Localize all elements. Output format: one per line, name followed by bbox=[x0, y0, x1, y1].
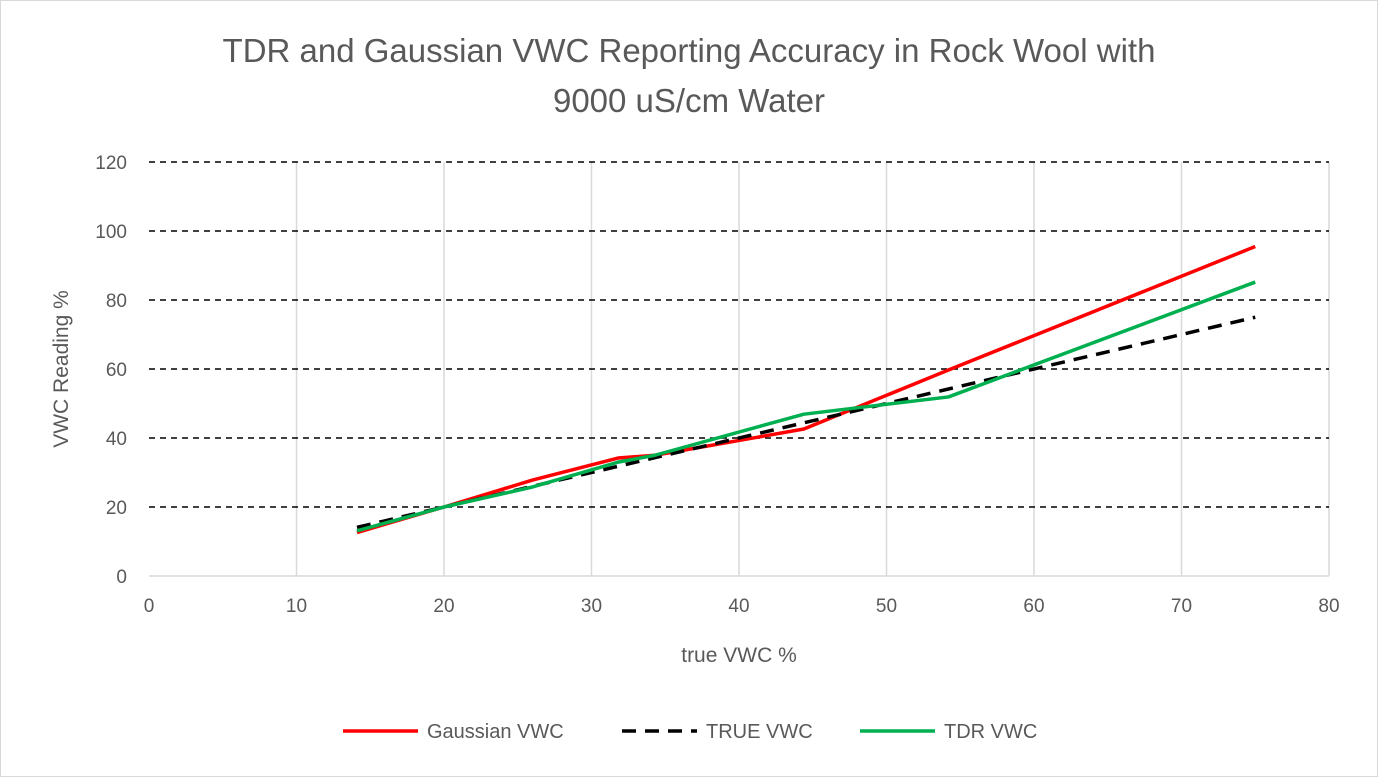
series-line-gaussian-vwc bbox=[356, 244, 1256, 535]
chart-title-line-2: 9000 uS/cm Water bbox=[553, 82, 825, 119]
y-tick-label: 40 bbox=[106, 429, 127, 450]
x-tick-label: 60 bbox=[1023, 596, 1044, 617]
chart-title-line-1: TDR and Gaussian VWC Reporting Accuracy … bbox=[223, 32, 1156, 69]
series-line-tdr-vwc bbox=[356, 280, 1256, 533]
x-tick-label: 50 bbox=[876, 596, 897, 617]
legend-item: TRUE VWC bbox=[622, 721, 813, 743]
x-axis-label: true VWC % bbox=[681, 644, 797, 667]
x-tick-label: 10 bbox=[286, 596, 307, 617]
legend-label: TDR VWC bbox=[944, 721, 1037, 743]
x-tick-label: 30 bbox=[581, 596, 602, 617]
y-tick-label: 100 bbox=[95, 222, 127, 243]
x-tick-label: 0 bbox=[144, 596, 155, 617]
legend-item: TDR VWC bbox=[860, 721, 1037, 743]
x-tick-label: 40 bbox=[728, 596, 749, 617]
legend-label: TRUE VWC bbox=[706, 721, 813, 743]
x-tick-label: 80 bbox=[1318, 596, 1339, 617]
y-tick-label: 60 bbox=[106, 360, 127, 381]
legend-item: Gaussian VWC bbox=[343, 721, 564, 743]
x-tick-label: 70 bbox=[1171, 596, 1192, 617]
y-tick-label: 0 bbox=[116, 567, 127, 588]
y-axis-label: VWC Reading % bbox=[50, 290, 73, 448]
y-tick-label: 80 bbox=[106, 291, 127, 312]
y-tick-label: 120 bbox=[95, 153, 127, 174]
legend-label: Gaussian VWC bbox=[427, 721, 564, 743]
x-tick-label: 20 bbox=[433, 596, 454, 617]
y-tick-label: 20 bbox=[106, 498, 127, 519]
